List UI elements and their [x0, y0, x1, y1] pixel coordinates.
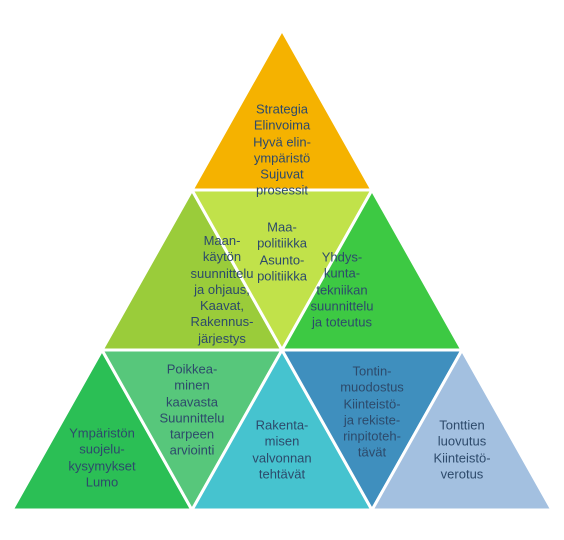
pyramid-diagram: Strategia Elinvoima Hyvä elin- ympäristö…: [0, 0, 564, 540]
pyramid-svg: [0, 0, 564, 540]
cell-top: [192, 30, 372, 190]
